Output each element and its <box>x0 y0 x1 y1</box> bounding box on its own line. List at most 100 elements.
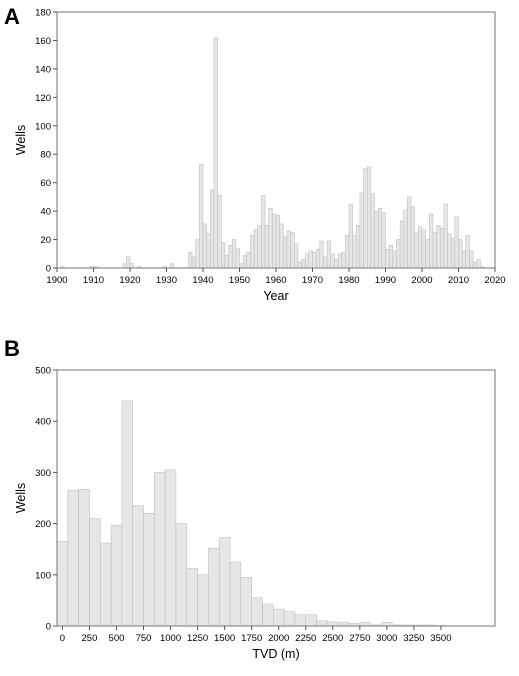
histogram-bar <box>221 242 226 269</box>
y-tick-label: 160 <box>35 36 51 47</box>
y-tick-label: 180 <box>35 8 51 19</box>
y-tick-label: 0 <box>46 622 51 633</box>
histogram-bar <box>385 249 390 269</box>
histogram-bar <box>305 614 317 627</box>
histogram-bar <box>476 259 481 269</box>
y-tick-label: 80 <box>40 150 51 161</box>
x-tick-label: 1960 <box>265 275 286 286</box>
histogram-bar <box>330 253 335 269</box>
x-tick-label: 1920 <box>119 275 140 286</box>
y-tick-label: 140 <box>35 64 51 75</box>
x-tick-label: 0 <box>60 633 65 644</box>
histogram-bar <box>425 239 430 269</box>
x-tick-label: 2500 <box>322 633 343 644</box>
histogram-bar <box>348 203 353 269</box>
x-tick-label: 2250 <box>295 633 316 644</box>
histogram-bar <box>242 254 248 269</box>
histogram-bar <box>286 230 291 269</box>
histogram-bar <box>399 220 405 269</box>
histogram-bar <box>132 505 144 627</box>
histogram-bar <box>213 37 218 269</box>
histogram-bar <box>224 254 229 269</box>
histogram-bar <box>323 256 328 269</box>
histogram-bar <box>443 203 448 269</box>
histogram-bar <box>436 225 441 269</box>
histogram-bar <box>290 232 295 269</box>
x-axis-title: Year <box>263 289 288 303</box>
histogram-bar <box>122 263 127 269</box>
histogram-bar <box>429 213 434 269</box>
histogram-bar <box>188 252 193 269</box>
histogram-bar <box>275 215 280 269</box>
histogram-bar <box>370 193 375 269</box>
x-tick-label: 1000 <box>160 633 181 644</box>
y-tick-label: 40 <box>40 207 51 218</box>
histogram-bar <box>264 225 269 269</box>
histogram-bar <box>206 233 211 269</box>
x-tick-label: 500 <box>109 633 125 644</box>
histogram-bar <box>403 209 408 269</box>
histogram-bar <box>312 252 317 269</box>
histogram-bar <box>195 239 200 269</box>
histogram-bar <box>359 192 364 269</box>
y-tick-label: 60 <box>40 178 51 189</box>
histogram-bar <box>169 263 175 269</box>
histogram-bar <box>418 226 423 269</box>
y-axis-title: Wells <box>14 483 28 513</box>
histogram-bar <box>239 263 244 269</box>
histogram-bar <box>396 239 401 269</box>
histogram-bar <box>197 574 209 627</box>
histogram-bar <box>315 249 321 269</box>
histogram-bar <box>414 232 419 269</box>
histogram-bar <box>432 232 437 269</box>
histogram-bar <box>251 597 263 627</box>
histogram-bar <box>129 263 134 269</box>
histogram-bar <box>326 240 332 269</box>
panel-label-a: A <box>4 4 20 29</box>
histogram-bar <box>410 206 415 269</box>
histogram-bar <box>208 547 220 627</box>
histogram-bar <box>164 469 177 627</box>
histogram-bar <box>175 523 188 627</box>
histogram-bar <box>461 250 467 269</box>
x-tick-label: 1250 <box>187 633 208 644</box>
histogram-bar <box>304 253 310 269</box>
histogram-bar <box>316 620 328 627</box>
histogram-bar <box>56 541 69 627</box>
histogram-bar <box>283 236 288 269</box>
y-tick-label: 20 <box>40 235 51 246</box>
histogram-bar <box>272 213 277 269</box>
x-tick-label: 1940 <box>192 275 213 286</box>
histogram-bar <box>388 244 394 269</box>
histogram-bar <box>297 262 302 269</box>
y-axis-title: Wells <box>14 125 28 155</box>
y-tick-label: 100 <box>35 121 51 132</box>
histogram-bar <box>268 208 273 269</box>
x-tick-label: 2750 <box>349 633 370 644</box>
histogram-bar <box>308 250 313 269</box>
histogram-bar <box>279 223 284 269</box>
histogram-bar <box>352 235 357 269</box>
histogram-bar <box>341 252 346 269</box>
histogram-bar <box>345 235 350 269</box>
histogram-bar <box>294 614 306 627</box>
histogram-bar <box>447 233 452 269</box>
histogram-bar <box>262 603 274 627</box>
histogram-bar <box>228 244 233 269</box>
histogram-bar <box>356 225 361 269</box>
histogram-bar <box>67 490 79 627</box>
histogram-bar <box>78 489 90 627</box>
x-tick-label: 1930 <box>156 275 177 286</box>
histogram-bar <box>261 195 266 269</box>
histogram-bar <box>273 608 285 627</box>
histogram-bar <box>381 212 386 269</box>
histogram-bar <box>392 250 397 269</box>
histogram-bar <box>421 229 426 269</box>
histogram-bar <box>257 225 262 269</box>
histogram-bar <box>229 561 242 627</box>
histogram-bar <box>121 400 133 627</box>
histogram-bar <box>440 227 445 269</box>
histogram-bar <box>246 252 251 269</box>
panel-label-b: B <box>4 336 20 361</box>
x-tick-label: 1980 <box>338 275 359 286</box>
